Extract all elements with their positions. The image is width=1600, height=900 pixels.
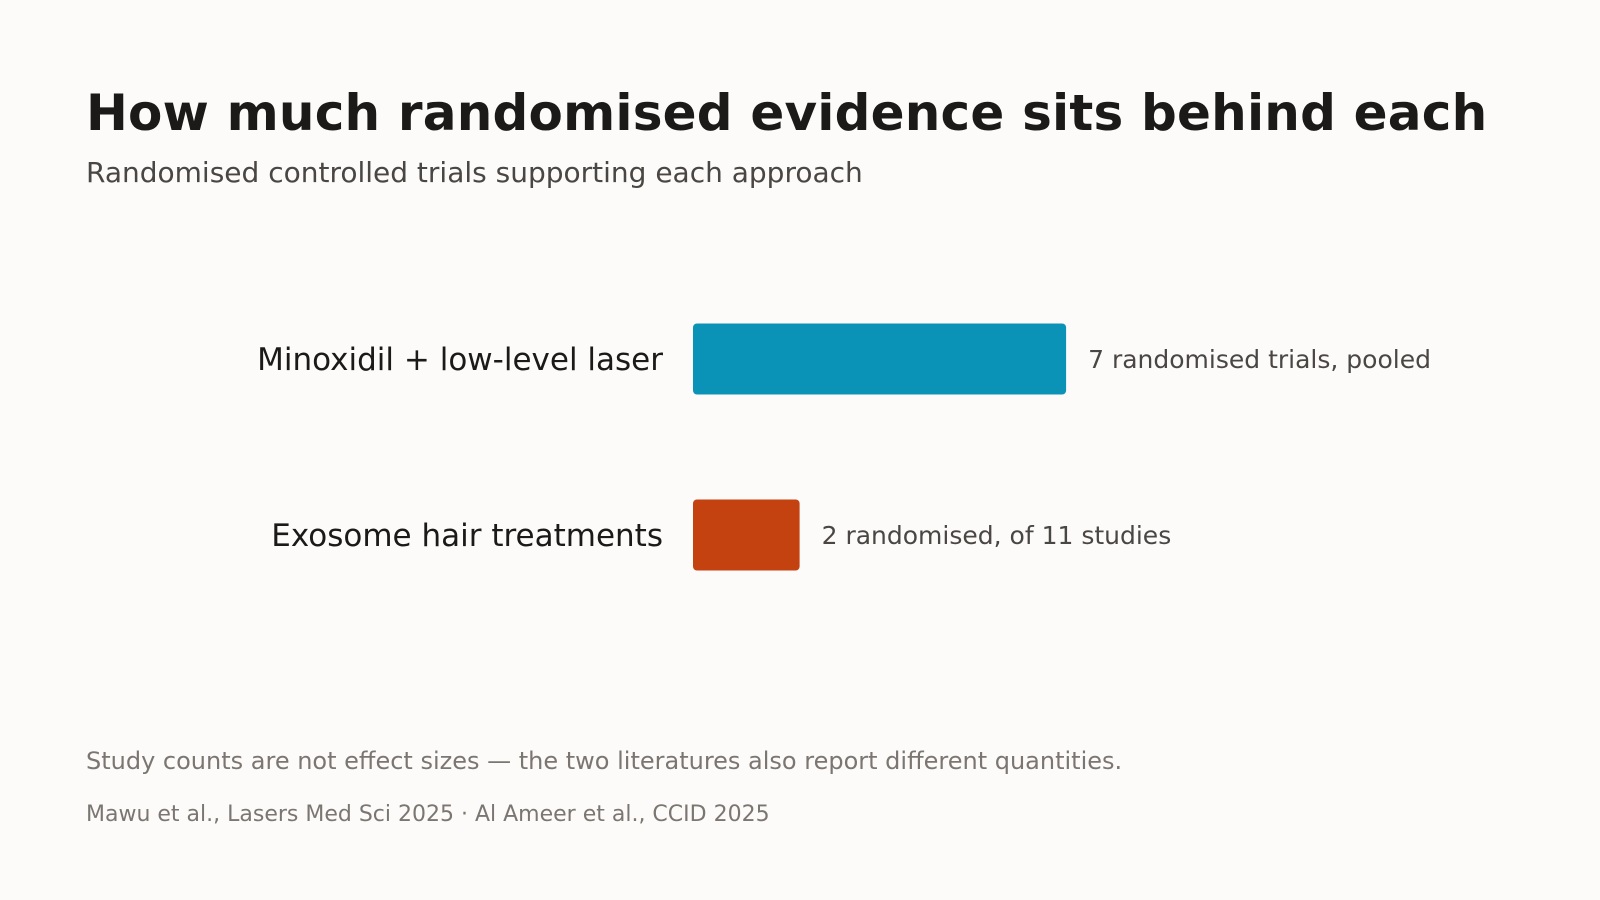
bars-layer: Minoxidil + low-level laser 7 randomised … <box>257 323 1431 571</box>
chart-title: How much randomised evidence sits behind… <box>86 84 1488 142</box>
category-label: Exosome hair treatments <box>271 518 663 554</box>
chart-subtitle: Randomised controlled trials supporting … <box>86 156 863 189</box>
value-label: 7 randomised trials, pooled <box>1088 345 1431 374</box>
category-label: Minoxidil + low-level laser <box>257 342 663 378</box>
bar <box>693 499 800 571</box>
footnote: Study counts are not effect sizes — the … <box>86 747 1123 775</box>
source-citation: Mawu et al., Lasers Med Sci 2025 · Al Am… <box>86 802 770 827</box>
bar <box>693 323 1067 395</box>
bar-chart: Minoxidil + low-level laser 7 randomised … <box>257 323 1431 571</box>
value-label: 2 randomised, of 11 studies <box>822 521 1172 550</box>
